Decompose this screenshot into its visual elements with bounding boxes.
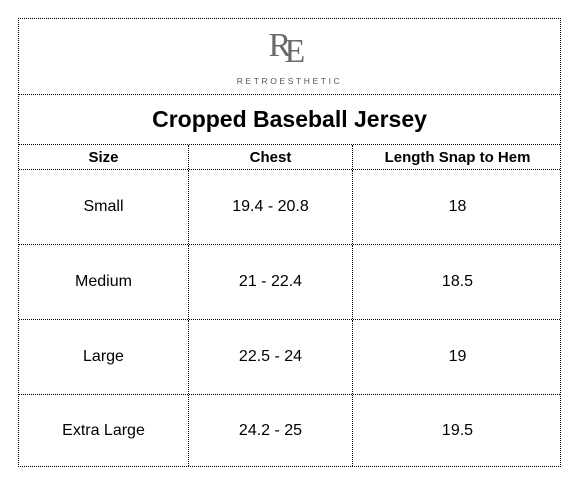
column-header-chest: Chest bbox=[188, 145, 352, 169]
brand-logo: R E RETROESTHETIC bbox=[19, 27, 560, 87]
brand-name: RETROESTHETIC bbox=[236, 76, 343, 86]
length-cell: 19 bbox=[352, 320, 562, 394]
length-cell: 19.5 bbox=[352, 395, 562, 466]
monogram-logo: R E bbox=[265, 27, 315, 70]
length-cell: 18.5 bbox=[352, 245, 562, 319]
chest-cell: 24.2 - 25 bbox=[188, 395, 352, 466]
size-cell: Medium bbox=[75, 273, 132, 290]
chest-cell: 22.5 - 24 bbox=[188, 320, 352, 394]
table-row: Extra Large 24.2 - 25 19.5 bbox=[19, 394, 560, 466]
title-row: Cropped Baseball Jersey bbox=[19, 94, 560, 144]
size-cell: Extra Large bbox=[62, 421, 145, 439]
monogram-e: E bbox=[284, 33, 306, 70]
column-header-size: Size bbox=[88, 148, 119, 166]
size-cell: Small bbox=[83, 198, 124, 215]
table-row: Medium 21 - 22.4 18.5 bbox=[19, 244, 560, 319]
column-header-length: Length Snap to Hem bbox=[352, 145, 562, 169]
chest-cell: 21 - 22.4 bbox=[188, 245, 352, 319]
logo-row: R E RETROESTHETIC bbox=[19, 19, 560, 94]
header-row: Size Chest Length Snap to Hem bbox=[19, 144, 560, 169]
chest-cell: 19.4 - 20.8 bbox=[188, 170, 352, 244]
size-chart: R E RETROESTHETIC Cropped Baseball Jerse… bbox=[18, 18, 561, 467]
table-row: Small 19.4 - 20.8 18 bbox=[19, 169, 560, 244]
length-cell: 18 bbox=[352, 170, 562, 244]
monogram-r: R bbox=[268, 27, 292, 64]
size-cell: Large bbox=[83, 348, 124, 365]
table-row: Large 22.5 - 24 19 bbox=[19, 319, 560, 394]
chart-title: Cropped Baseball Jersey bbox=[152, 106, 427, 132]
